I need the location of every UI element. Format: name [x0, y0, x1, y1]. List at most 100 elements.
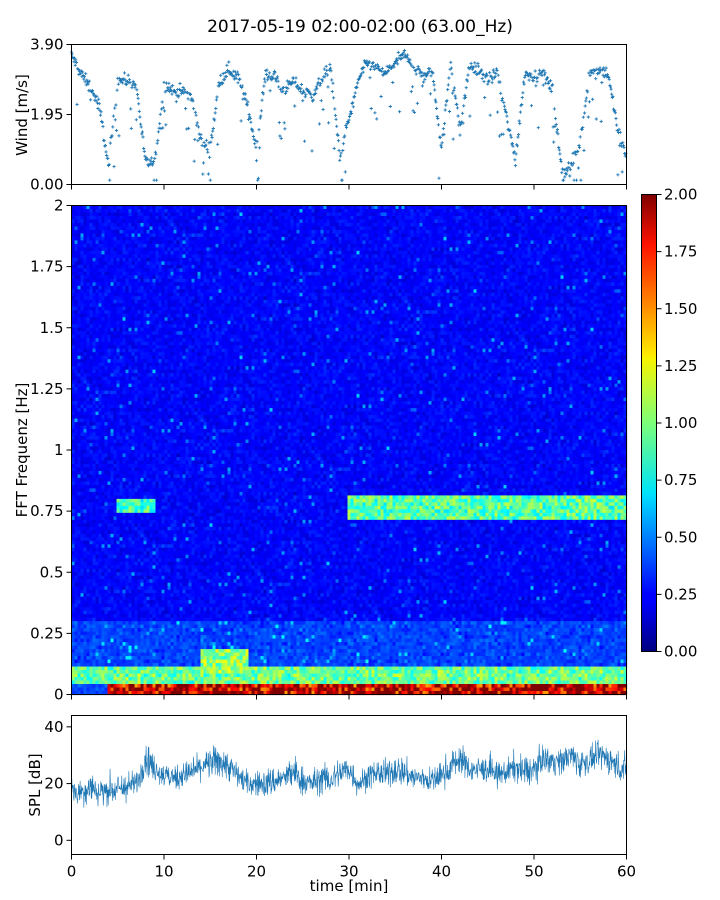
spectrogram-cell: [209, 254, 214, 259]
spectrogram-cell: [251, 257, 256, 262]
spectrogram-cell: [101, 254, 106, 259]
spectrogram-cell: [167, 268, 172, 273]
spectrogram-cell: [440, 229, 445, 235]
spectrogram-cell: [110, 215, 115, 221]
spectrogram-cell: [488, 229, 493, 235]
spectrogram-cell: [242, 208, 247, 214]
spectrogram-cell: [389, 268, 394, 273]
spectrogram-cell: [314, 215, 319, 221]
spectrogram-cell: [221, 254, 226, 259]
spectrogram-cell: [377, 264, 382, 269]
spectrogram-cell: [536, 254, 541, 259]
spectrogram-cell: [317, 219, 322, 224]
spectrogram-cell: [434, 243, 439, 249]
spectrogram-cell: [143, 219, 148, 224]
spectrogram-cell: [317, 229, 322, 235]
spectrogram-cell: [185, 261, 190, 266]
spectrogram-cell: [263, 233, 268, 238]
spectrogram-cell: [449, 240, 454, 245]
spectrogram-cell: [317, 222, 322, 228]
spectrogram-cell: [104, 208, 109, 214]
spectrogram-cell: [530, 268, 535, 273]
spectrogram-cell: [200, 205, 205, 210]
spectrogram-cell: [446, 264, 451, 269]
spectrogram-cell: [557, 264, 562, 269]
spectrogram-cell: [341, 268, 346, 273]
spectrogram-cell: [572, 229, 577, 235]
spectrogram-cell: [524, 243, 529, 249]
spectrogram-cell: [338, 254, 343, 259]
spectrogram-cell: [125, 233, 130, 238]
spectrogram-cell: [500, 254, 505, 259]
spectrogram-cell: [158, 257, 163, 262]
spectrogram-cell: [377, 261, 382, 266]
spectrogram-cell: [542, 205, 547, 210]
spectrogram-cell: [278, 261, 283, 266]
spectrogram-cell: [587, 233, 592, 238]
spectrogram-cell: [77, 250, 82, 255]
spectrogram-cell: [308, 254, 313, 259]
spectrogram-cell: [215, 243, 220, 249]
spectrogram-cell: [473, 219, 478, 224]
spectrogram-cell: [413, 226, 418, 231]
spectrogram-cell: [605, 222, 610, 228]
spectrogram-cell: [527, 229, 532, 235]
spectrogram-cell: [281, 254, 286, 259]
spectrogram-cell: [137, 208, 142, 214]
spectrogram-cell: [602, 212, 607, 217]
spectrogram-cell: [269, 236, 274, 242]
spectrogram-cell: [89, 226, 94, 231]
spectrogram-cell: [572, 240, 577, 245]
spectrogram-cell: [182, 222, 187, 228]
spectrogram-cell: [416, 250, 421, 255]
spectrogram-cell: [437, 212, 442, 217]
spectrogram-cell: [371, 233, 376, 238]
spectrogram-cell: [281, 208, 286, 214]
spectrogram-cell: [449, 250, 454, 255]
spectrogram-cell: [185, 219, 190, 224]
spectrogram-cell: [131, 212, 136, 217]
spectrogram-cell: [539, 236, 544, 242]
spectrogram-cell: [428, 212, 433, 217]
spectrogram-cell: [320, 257, 325, 262]
spectrogram-cell: [617, 219, 622, 224]
spectrogram-cell: [497, 268, 502, 273]
spectrogram-cell: [302, 254, 307, 259]
spectrogram-cell: [161, 257, 166, 262]
spectrogram-cell: [188, 240, 193, 245]
spectrogram-cell: [593, 261, 598, 266]
spectrogram-cell: [218, 268, 223, 273]
spectrogram-cell: [332, 208, 337, 214]
spectrogram-cell: [221, 219, 226, 224]
spectrogram-cell: [404, 264, 409, 269]
spectrogram-cell: [386, 250, 391, 255]
spectrogram-cell: [293, 268, 298, 273]
spectrogram-cell: [359, 268, 364, 273]
spectrogram-cell: [485, 240, 490, 245]
spectrogram-cell: [608, 212, 613, 217]
spectrogram-cell: [497, 261, 502, 266]
spectrogram-cell: [614, 257, 619, 262]
spectrogram-cell: [443, 243, 448, 249]
spectrogram-cell: [572, 257, 577, 262]
spectrogram-cell: [176, 208, 181, 214]
spectrogram-cell: [581, 254, 586, 259]
spectrogram-cell: [254, 233, 259, 238]
spectrogram-cell: [101, 215, 106, 221]
spectrogram-cell: [356, 250, 361, 255]
spectrogram-cell: [86, 257, 91, 262]
spectrogram-cell: [134, 236, 139, 242]
spectrogram-cell: [506, 247, 511, 252]
spectrogram-cell: [596, 254, 601, 259]
spectrogram-cell: [179, 257, 184, 262]
spectrogram-cell: [593, 226, 598, 231]
spectrogram-cell: [488, 226, 493, 231]
spectrogram-cell: [554, 254, 559, 259]
spectrogram-cell: [272, 247, 277, 252]
spectrogram-cell: [620, 243, 625, 249]
spectrogram-cell: [521, 264, 526, 269]
spectrogram-cell: [434, 254, 439, 259]
spectrogram-cell: [176, 254, 181, 259]
spectrogram-cell: [434, 250, 439, 255]
spectrogram-cell: [422, 229, 427, 235]
